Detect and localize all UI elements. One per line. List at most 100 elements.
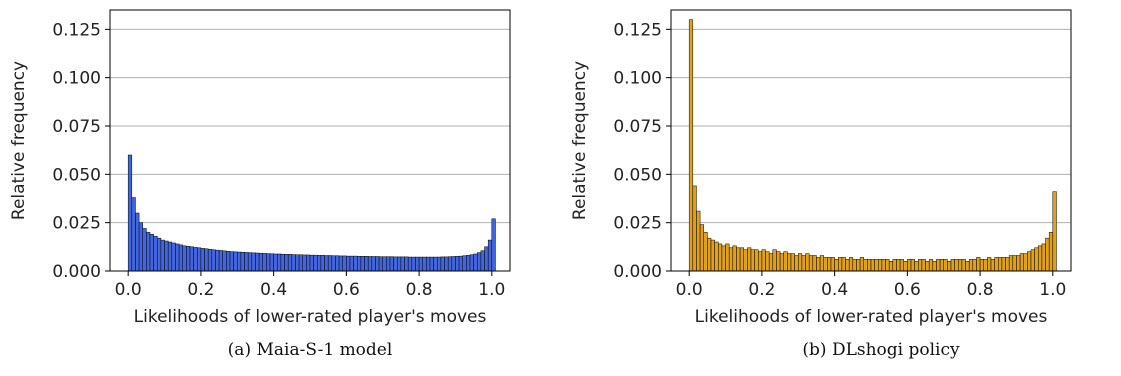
histogram-bar (1034, 247, 1039, 272)
histogram-bar (269, 253, 274, 272)
histogram-bar (367, 256, 373, 272)
histogram-bar (487, 239, 493, 272)
histogram-bar (794, 255, 799, 272)
chart-panel-dlshogi: 0.000 0.025 0.050 0.075 0.100 0.125 0.0 0.2 0.4 0… (561, 0, 1121, 376)
y-tick-label: 0.025 (52, 214, 101, 234)
y-tick-label: 0.100 (613, 69, 662, 89)
histogram-bar (197, 247, 202, 272)
histogram-bar (149, 234, 154, 272)
histogram-bar (739, 247, 744, 272)
histogram-bar (131, 197, 136, 272)
histogram-bar (936, 259, 941, 272)
x-tick-label: 0.2 (187, 280, 214, 300)
histogram-bar (750, 249, 755, 272)
histogram-bar (411, 256, 416, 272)
histogram-bar (200, 248, 205, 272)
histogram-bar (965, 261, 970, 272)
histogram-maia: 0.000 0.025 0.050 0.075 0.100 0.125 0.0 0.2 0.4 0… (9, 9, 511, 327)
histogram-bar (277, 253, 282, 272)
histogram-bar (244, 252, 249, 272)
histogram-bar (718, 243, 723, 272)
histogram-bar (415, 256, 420, 272)
histogram-bar (313, 254, 318, 272)
histogram-bar (848, 257, 854, 272)
histogram-bar (758, 251, 763, 272)
histogram-bar (357, 256, 362, 272)
histogram-bar (226, 251, 231, 272)
histogram-bar (692, 185, 697, 272)
histogram-bar (819, 255, 824, 272)
histogram-bar (378, 256, 383, 272)
histogram-bar (186, 246, 191, 272)
histogram-bar (157, 237, 162, 272)
plot-frame (109, 9, 511, 272)
histogram-bar (458, 255, 463, 272)
histogram-bar (990, 259, 995, 272)
histogram-bar (1005, 257, 1010, 272)
histogram-bar (127, 154, 133, 272)
subplot-caption: (a) Maia-S-1 model (227, 340, 393, 360)
chart-panel-maia: 0.000 0.025 0.050 0.075 0.100 0.125 0.0 0.2 0.4 0… (0, 0, 560, 376)
y-axis-title: Relative frequency (9, 61, 29, 220)
histogram-bar (878, 259, 883, 272)
histogram-bar (867, 259, 872, 272)
histogram-bar (255, 252, 260, 272)
histogram-bar (389, 256, 394, 272)
x-tick-label: 0.0 (676, 280, 703, 300)
histogram-bar (375, 256, 380, 272)
histogram-bar (382, 256, 387, 272)
histogram-bar (171, 242, 176, 272)
histogram-bar (317, 255, 322, 272)
histogram-bar (925, 261, 930, 272)
x-tick-label: 0.8 (967, 280, 994, 300)
histogram-bar (779, 253, 784, 272)
histogram-bar (903, 261, 908, 272)
histogram-bar (845, 259, 850, 272)
y-tick-label: 0.025 (613, 214, 662, 234)
histogram-bar (1052, 191, 1057, 272)
histogram-bar (979, 259, 984, 272)
histogram-bar (444, 256, 449, 272)
histogram-bar (1001, 257, 1006, 272)
histogram-bar (696, 210, 701, 272)
histogram-bar (907, 259, 912, 272)
histogram-bar (349, 255, 354, 272)
histogram-bar (302, 254, 307, 272)
histogram-bar (914, 261, 919, 272)
y-tick-label: 0.000 (52, 262, 101, 282)
histogram-bar (473, 253, 478, 272)
histogram-bar (397, 256, 402, 272)
histogram-bar (910, 259, 915, 272)
histogram-bar (954, 259, 959, 272)
histogram-bar (331, 255, 336, 272)
histogram-bar (400, 256, 405, 272)
histogram-bar (327, 255, 333, 272)
histogram-bar (466, 255, 471, 272)
histogram-bar (812, 255, 817, 272)
x-tick-label: 0.4 (260, 280, 287, 300)
histogram-bar (892, 259, 897, 272)
histogram-bar (703, 232, 708, 272)
histogram-bar (968, 259, 974, 272)
histogram-bar (426, 256, 431, 272)
x-tick-label: 0.4 (821, 280, 848, 300)
histogram-bar (1019, 253, 1024, 272)
histogram-bar (947, 261, 952, 272)
histogram-bar (896, 259, 901, 272)
histogram-bar (404, 256, 409, 272)
histogram-bar (240, 251, 245, 272)
histogram-bar (1016, 255, 1021, 272)
histogram-bar (972, 259, 977, 272)
histogram-bar (477, 252, 482, 272)
histogram-bar (204, 248, 209, 272)
histogram-bar (863, 259, 868, 272)
histogram-bar (193, 247, 198, 272)
y-tick-label: 0.050 (52, 165, 101, 185)
histogram-bar (827, 257, 832, 272)
histogram-bar (258, 252, 263, 272)
histogram-bar (342, 255, 347, 272)
histogram-bar (284, 254, 289, 272)
histogram-bar (838, 257, 843, 272)
histogram-bar (182, 245, 187, 272)
histogram-bar (324, 255, 329, 272)
